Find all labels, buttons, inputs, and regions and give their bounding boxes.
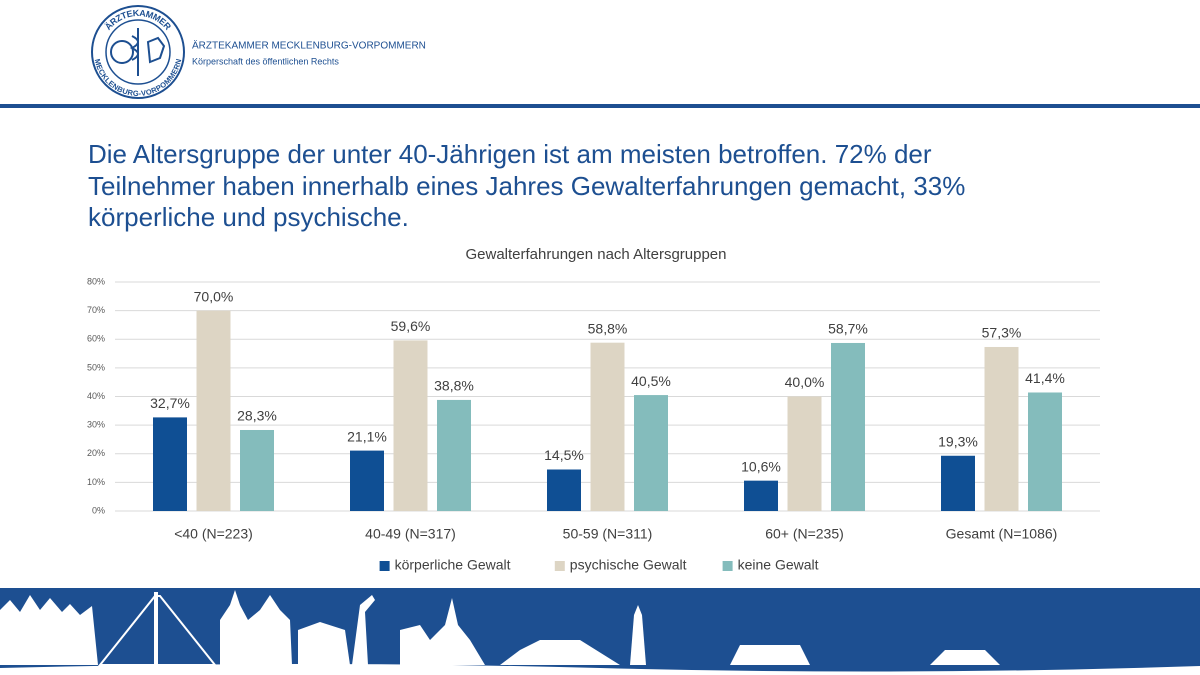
value-label: 40,0% — [785, 374, 825, 390]
value-label: 19,3% — [938, 433, 978, 449]
y-tick-label: 60% — [87, 334, 105, 344]
value-label: 70,0% — [194, 288, 234, 304]
bar — [984, 346, 1019, 511]
y-tick-label: 30% — [87, 420, 105, 430]
bar — [437, 399, 471, 511]
y-tick-label: 0% — [92, 505, 105, 515]
bar — [393, 340, 428, 511]
value-label: 32,7% — [150, 395, 190, 411]
value-label: 38,8% — [434, 378, 474, 394]
bar — [1028, 392, 1062, 511]
x-tick-label: Gesamt (N=1086) — [946, 526, 1058, 542]
bar — [240, 429, 274, 511]
bar — [634, 395, 668, 511]
logo: ÄRZTEKAMMER MECKLENBURG-VORPOMMERN — [91, 5, 185, 99]
value-label: 41,4% — [1025, 370, 1065, 386]
legend-swatch — [379, 561, 390, 571]
slide-title-line: Teilnehmer haben innerhalb eines Jahres … — [88, 171, 965, 201]
bar — [153, 417, 187, 511]
footer — [0, 588, 1200, 675]
x-tick-label: <40 (N=223) — [174, 526, 253, 542]
bar — [787, 396, 822, 511]
bar — [196, 310, 231, 511]
value-label: 28,3% — [237, 408, 277, 424]
y-tick-label: 50% — [87, 362, 105, 372]
bar — [547, 469, 581, 511]
slide-title-line: körperliche und psychische. — [88, 202, 409, 232]
y-tick-label: 20% — [87, 448, 105, 458]
header-rule — [0, 104, 1200, 108]
x-tick-label: 60+ (N=235) — [765, 526, 844, 542]
bar — [350, 450, 384, 511]
value-label: 57,3% — [982, 325, 1022, 341]
value-label: 10,6% — [741, 458, 781, 474]
value-label: 40,5% — [631, 373, 671, 389]
chart: 0% 10% 20% 30% 40% 50% 60% 70% 80% <40 (N=223) 32,… — [87, 276, 1100, 573]
y-tick-label: 40% — [87, 391, 105, 401]
org-subtitle: Körperschaft des öffentlichen Rechts — [192, 56, 339, 66]
value-label: 58,8% — [588, 320, 628, 336]
x-tick-label: 50-59 (N=311) — [563, 526, 653, 542]
slide-title-line: Die Altersgruppe der unter 40-Jährigen i… — [88, 139, 932, 169]
legend-label: körperliche Gewalt — [395, 557, 511, 573]
bar — [744, 480, 778, 511]
chart-title: Gewalterfahrungen nach Altersgruppen — [465, 246, 726, 263]
y-tick-label: 10% — [87, 477, 105, 487]
bar — [831, 342, 865, 511]
bar — [590, 342, 625, 511]
org-name: ÄRZTEKAMMER MECKLENBURG-VORPOMMERN — [192, 40, 426, 52]
legend-label: keine Gewalt — [738, 557, 819, 573]
legend-label: psychische Gewalt — [570, 557, 687, 573]
x-tick-label: 40-49 (N=317) — [365, 526, 456, 542]
value-label: 59,6% — [391, 318, 431, 334]
bar — [941, 455, 975, 511]
value-label: 21,1% — [347, 428, 387, 444]
y-tick-label: 70% — [87, 305, 105, 315]
value-label: 58,7% — [828, 321, 868, 337]
legend-swatch — [554, 561, 565, 571]
value-label: 14,5% — [544, 447, 584, 463]
y-tick-label: 80% — [87, 276, 105, 286]
legend-swatch — [722, 561, 733, 571]
